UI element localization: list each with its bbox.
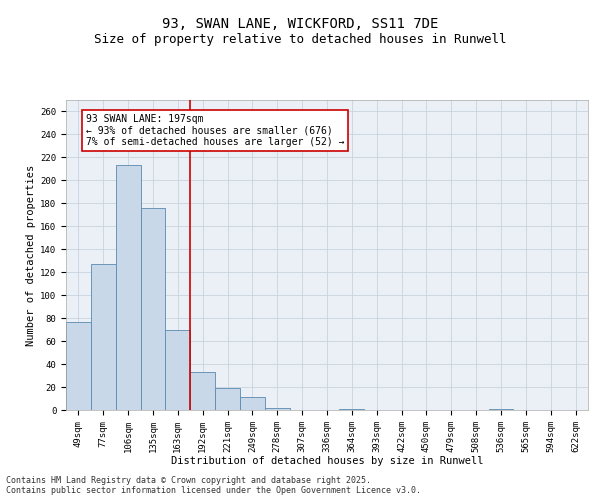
Bar xyxy=(340,409,364,410)
Text: 93 SWAN LANE: 197sqm
← 93% of detached houses are smaller (676)
7% of semi-detac: 93 SWAN LANE: 197sqm ← 93% of detached h… xyxy=(86,114,344,147)
Text: 93, SWAN LANE, WICKFORD, SS11 7DE: 93, SWAN LANE, WICKFORD, SS11 7DE xyxy=(162,18,438,32)
Bar xyxy=(488,409,514,410)
Bar xyxy=(190,372,215,410)
Bar xyxy=(66,322,91,410)
Bar xyxy=(265,408,290,410)
Bar xyxy=(166,330,190,410)
Bar xyxy=(240,398,265,410)
Text: Contains HM Land Registry data © Crown copyright and database right 2025.
Contai: Contains HM Land Registry data © Crown c… xyxy=(6,476,421,495)
Bar xyxy=(215,388,240,410)
X-axis label: Distribution of detached houses by size in Runwell: Distribution of detached houses by size … xyxy=(171,456,483,466)
Bar xyxy=(140,208,166,410)
Bar xyxy=(91,264,116,410)
Bar xyxy=(116,166,140,410)
Y-axis label: Number of detached properties: Number of detached properties xyxy=(26,164,36,346)
Text: Size of property relative to detached houses in Runwell: Size of property relative to detached ho… xyxy=(94,32,506,46)
